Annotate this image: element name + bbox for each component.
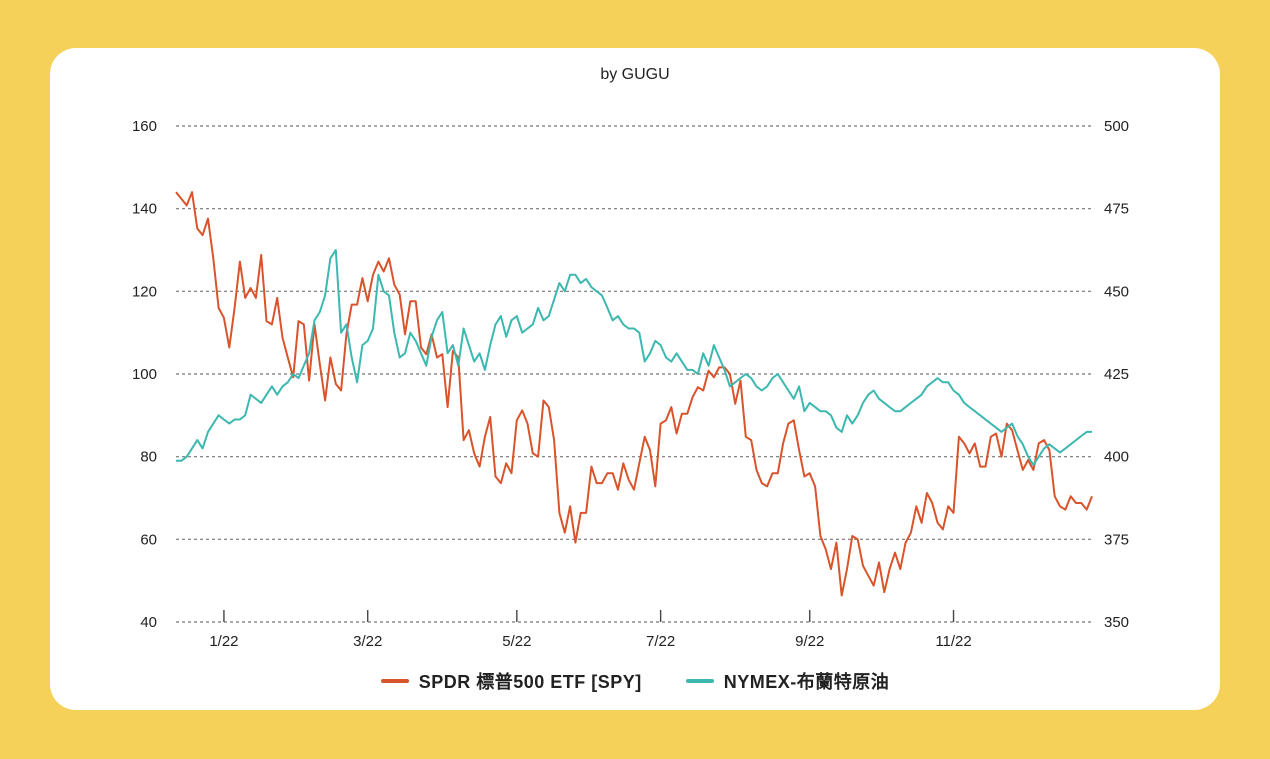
x-tick-label: 7/22: [646, 633, 675, 650]
y-right-tick-label: 375: [1104, 531, 1129, 548]
chart-card: by GUGU 40 60 80 100 120 140 160 350 375 400 425 45…: [50, 48, 1220, 710]
legend-item-brent[interactable]: NYMEX-布蘭特原油: [685, 668, 890, 694]
y-right-tick-label: 475: [1104, 201, 1129, 218]
y-left-tick-label: 40: [140, 614, 157, 631]
legend-label-brent: NYMEX-布蘭特原油: [723, 672, 890, 692]
y-left-tick-label: 100: [132, 366, 157, 383]
series-line-spy: [175, 191, 1093, 597]
y-right-tick-label: 500: [1104, 118, 1129, 135]
y-left-tick-label: 80: [140, 449, 157, 466]
chart-svg: 40 60 80 100 120 140 160 350 375 400 425 450 475 500 1…: [132, 118, 1129, 650]
y-left-tick-label: 160: [132, 118, 157, 135]
y-right-tick-label: 400: [1104, 449, 1129, 466]
y-left-tick-label: 60: [140, 531, 157, 548]
legend-item-spy[interactable]: SPDR 標普500 ETF [SPY]: [380, 668, 642, 694]
x-tick-label: 5/22: [502, 633, 531, 650]
x-tick-label: 1/22: [209, 633, 238, 650]
legend-label-spy: SPDR 標普500 ETF [SPY]: [418, 672, 642, 692]
legend-swatch-spy: [380, 679, 409, 683]
y-left-tick-label: 140: [132, 201, 157, 218]
y-right-tick-label: 425: [1104, 366, 1129, 383]
x-tick-label: 3/22: [353, 633, 382, 650]
chart-legend: SPDR 標普500 ETF [SPY] NYMEX-布蘭特原油: [50, 668, 1220, 694]
y-right-tick-label: 350: [1104, 614, 1129, 631]
legend-swatch-brent: [685, 679, 714, 683]
x-tick-label: 9/22: [795, 633, 824, 650]
x-tick-label: 11/22: [935, 633, 971, 650]
y-right-tick-label: 450: [1104, 283, 1129, 300]
series-line-brent: [176, 249, 1092, 466]
chart-title: by GUGU: [600, 66, 670, 83]
y-left-tick-label: 120: [132, 283, 157, 300]
